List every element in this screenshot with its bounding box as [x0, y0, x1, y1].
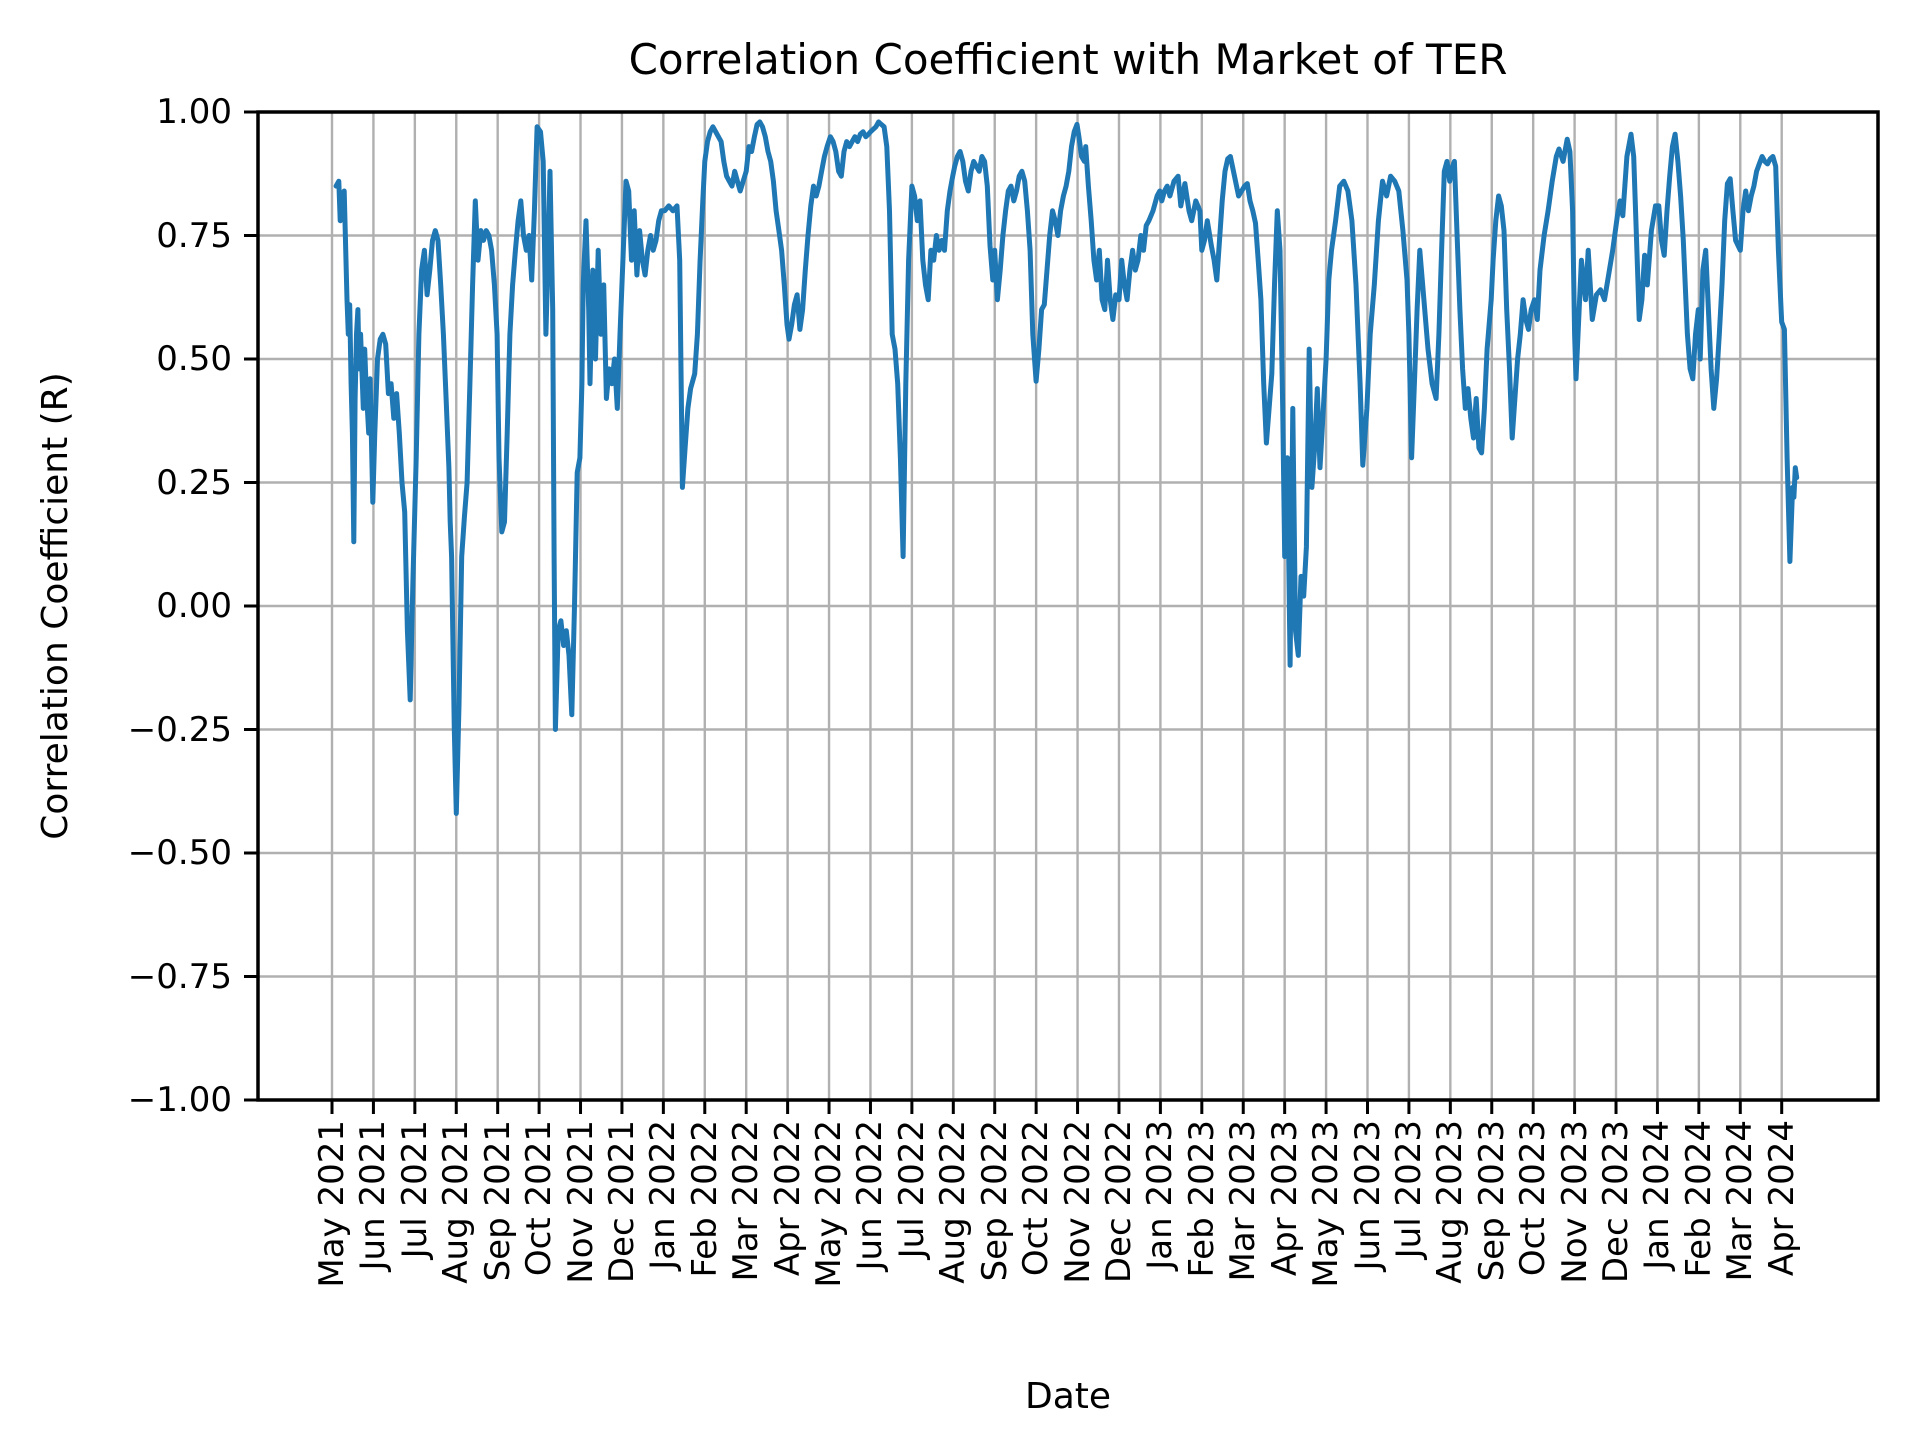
x-axis-label: Date — [1024, 1376, 1112, 1417]
y-tick-label: 1.00 — [156, 92, 232, 132]
x-tick-label: Oct 2023 — [1513, 1120, 1554, 1277]
y-tick-label: −0.75 — [127, 956, 232, 997]
x-tick-label: May 2021 — [312, 1120, 352, 1288]
x-tick-label: Mar 2023 — [1223, 1120, 1264, 1282]
y-tick-label: −0.25 — [127, 709, 232, 750]
x-tick-label: Jun 2021 — [353, 1120, 394, 1271]
x-tick-label: Nov 2021 — [560, 1120, 601, 1284]
y-tick-label: 0.75 — [156, 215, 232, 256]
x-tick-label: Aug 2023 — [1430, 1120, 1471, 1284]
x-tick-label: Jan 2023 — [1140, 1120, 1181, 1270]
y-tick-label: −0.50 — [127, 833, 232, 873]
x-tick-label: Dec 2022 — [1098, 1120, 1139, 1284]
x-tick-label: Sep 2021 — [477, 1120, 518, 1282]
y-tick-label: 0.00 — [156, 586, 232, 626]
x-tick-label: Aug 2022 — [933, 1120, 974, 1284]
x-tick-label: Mar 2024 — [1720, 1120, 1761, 1282]
x-tick-label: Jun 2022 — [850, 1120, 891, 1271]
correlation-line — [333, 119, 1800, 816]
chart-title: Correlation Coefficient with Market of T… — [628, 35, 1508, 84]
y-tick-label: −1.00 — [127, 1080, 232, 1120]
x-tick-label: Feb 2022 — [684, 1120, 725, 1278]
x-tick-label: Nov 2022 — [1057, 1120, 1098, 1284]
x-tick-label: Sep 2022 — [974, 1120, 1015, 1282]
x-tick-label: Mar 2022 — [726, 1120, 767, 1282]
x-tick-label: May 2023 — [1306, 1120, 1347, 1288]
x-tick-label: Jun 2023 — [1347, 1120, 1388, 1271]
axis-ticks — [244, 110, 1784, 1114]
y-tick-label: 0.50 — [156, 339, 232, 379]
x-tick-label: Jul 2022 — [891, 1120, 932, 1259]
x-tick-label: May 2022 — [809, 1120, 850, 1288]
x-tick-label: Apr 2022 — [767, 1120, 808, 1277]
x-tick-label: Aug 2021 — [436, 1120, 477, 1284]
x-tick-label: Sep 2023 — [1471, 1120, 1512, 1282]
x-tick-label: Apr 2023 — [1264, 1120, 1305, 1277]
x-tick-label: Nov 2023 — [1554, 1120, 1595, 1284]
x-tick-label: Oct 2021 — [519, 1120, 560, 1277]
x-tick-label: Feb 2023 — [1181, 1120, 1222, 1278]
x-tick-label: Jan 2022 — [643, 1120, 684, 1270]
x-tick-label: Dec 2023 — [1596, 1120, 1637, 1284]
x-tick-label: Jul 2021 — [394, 1120, 435, 1259]
grid-lines — [258, 112, 1878, 1100]
x-tick-label: Apr 2024 — [1761, 1120, 1802, 1277]
axes-spines — [256, 110, 1880, 1102]
x-tick-label: Feb 2024 — [1678, 1120, 1719, 1278]
x-tick-label: Jul 2023 — [1388, 1120, 1429, 1259]
x-tick-label: Jan 2024 — [1637, 1120, 1678, 1270]
x-tick-label: Dec 2021 — [601, 1120, 642, 1284]
x-tick-label: Oct 2022 — [1016, 1120, 1057, 1277]
y-tick-label: 0.25 — [156, 462, 232, 503]
